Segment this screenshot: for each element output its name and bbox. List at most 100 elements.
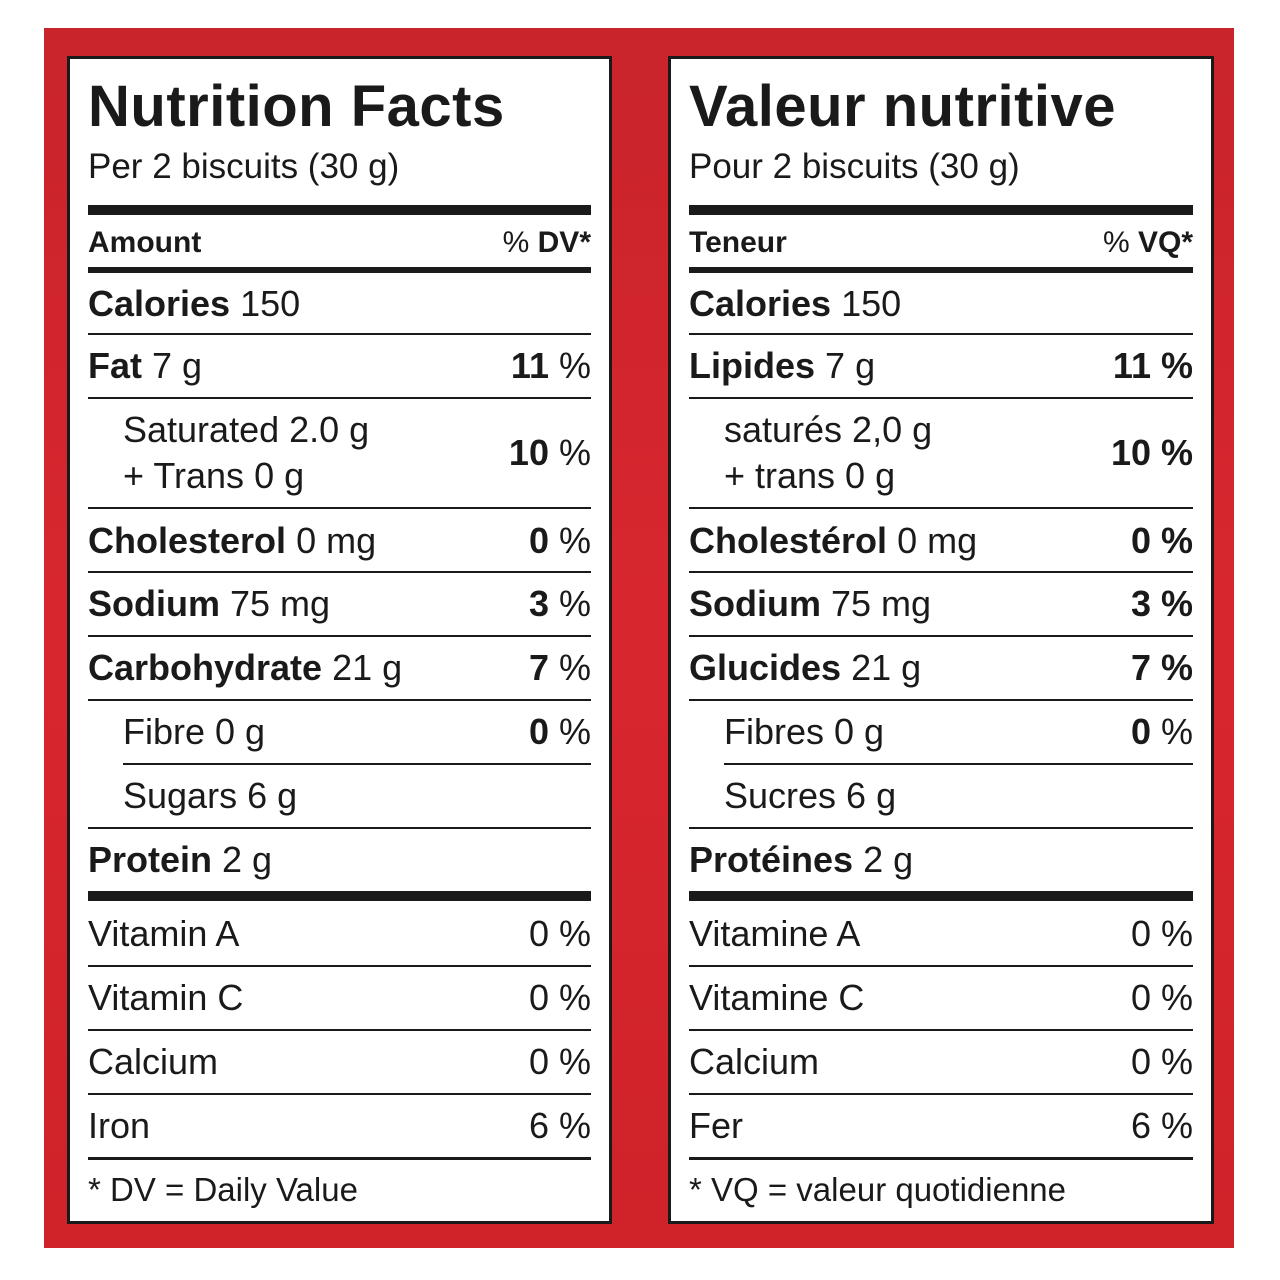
percent-value: 10 % bbox=[1111, 432, 1193, 474]
medium-divider bbox=[689, 267, 1193, 273]
panel-title: Nutrition Facts bbox=[88, 74, 505, 139]
percent-value: 6 % bbox=[1130, 1105, 1193, 1146]
trans-line: + Trans 0 g bbox=[123, 455, 305, 496]
percent-value: 7 % bbox=[529, 647, 591, 689]
protein-row: Protéines 2 g bbox=[689, 829, 1193, 891]
divider bbox=[88, 827, 591, 829]
sugars-row: Sucres 6 g bbox=[689, 765, 1193, 827]
nutrient-text: 75 mg bbox=[230, 583, 331, 624]
footnote: * VQ = valeur quotidienne bbox=[689, 1171, 1067, 1208]
sugars-row: Sugars 6 g bbox=[88, 765, 591, 827]
percent-value: 10 % bbox=[509, 432, 591, 474]
percent-value: 0 bbox=[528, 520, 549, 561]
percent-value: 0 % bbox=[528, 977, 591, 1018]
footnote: * DV = Daily Value bbox=[88, 1171, 358, 1208]
nutrient-text: 0 mg bbox=[897, 520, 978, 561]
percent-value: 0 % bbox=[528, 913, 591, 954]
nutrient-text: Fat 7 g bbox=[88, 345, 202, 387]
nutrient-text: Vitamine C bbox=[689, 977, 865, 1018]
nutrient-text: Sodium bbox=[88, 583, 220, 624]
cholesterol-row: Cholestérol 0 mg 0 % bbox=[689, 509, 1193, 573]
nutrient-text: Cholestérol bbox=[689, 520, 888, 561]
nutrient-text: Calories bbox=[689, 283, 832, 324]
fibre-row: Fibres 0 g 0 % bbox=[689, 701, 1193, 763]
nutrient-text: 0 mg bbox=[296, 520, 377, 561]
percent-value: 0 % bbox=[1130, 520, 1193, 561]
nutrient-text: 150 bbox=[841, 283, 902, 324]
saturated-line: Saturated 2.0 g bbox=[123, 409, 370, 450]
thick-divider bbox=[88, 891, 591, 901]
calories-row: Calories 150 bbox=[689, 275, 1193, 333]
header-row: Amount % DV* bbox=[88, 217, 591, 269]
cholesterol-row: Cholesterol 0 mg 0 % bbox=[88, 509, 591, 573]
nutrition-facts-panel-french: Valeur nutritive Pour 2 biscuits (30 g) … bbox=[668, 56, 1214, 1224]
nutrition-facts-panel-english: Nutrition Facts Per 2 biscuits (30 g) Am… bbox=[67, 56, 612, 1224]
percent-value: % bbox=[558, 583, 591, 624]
divider bbox=[88, 1029, 591, 1031]
nutrient-text: Calcium bbox=[689, 1041, 820, 1082]
percent-value: % bbox=[1160, 711, 1193, 752]
percent-value: 0 % bbox=[1130, 977, 1193, 1018]
nutrient-text: Carbohydrate 21 g bbox=[88, 647, 402, 689]
sodium-row: Sodium 75 mg 3 % bbox=[88, 573, 591, 635]
nutrient-text: Calories bbox=[88, 283, 231, 324]
saturated-trans-row: Saturated 2.0 g + Trans 0 g 10 % bbox=[88, 399, 591, 507]
nutrient-text: Vitamin C bbox=[88, 977, 244, 1018]
serving-size: Pour 2 biscuits (30 g) bbox=[689, 147, 1020, 186]
percent-value: VQ* bbox=[1137, 226, 1193, 259]
percent-value: DV* bbox=[537, 226, 591, 259]
percent-value: 7 bbox=[528, 647, 549, 688]
nutrient-text: Iron bbox=[88, 1105, 151, 1146]
divider bbox=[88, 397, 591, 399]
divider bbox=[689, 1093, 1193, 1095]
divider bbox=[689, 507, 1193, 509]
divider bbox=[88, 699, 591, 701]
iron-row: Fer 6 % bbox=[689, 1095, 1193, 1157]
nutrient-text: Sodium 75 mg bbox=[88, 583, 330, 625]
nutrient-text: Protéines 2 g bbox=[689, 839, 913, 881]
divider bbox=[689, 333, 1193, 335]
carbohydrate-row: Carbohydrate 21 g 7 % bbox=[88, 637, 591, 699]
thick-divider bbox=[88, 205, 591, 215]
divider bbox=[88, 965, 591, 967]
nutrient-text: Glucides bbox=[689, 647, 842, 688]
calcium-row: Calcium 0 % bbox=[689, 1031, 1193, 1093]
vitamin-a-row: Vitamine A 0 % bbox=[689, 903, 1193, 965]
percent-value: 7 % bbox=[1130, 647, 1193, 688]
vitamin-c-row: Vitamin C 0 % bbox=[88, 967, 591, 1029]
percent-value: 0 bbox=[1130, 711, 1151, 752]
nutrient-text: Protein 2 g bbox=[88, 839, 272, 881]
nutrient-text: 150 bbox=[240, 283, 301, 324]
nutrient-text: Fer bbox=[689, 1105, 743, 1146]
divider bbox=[689, 1157, 1193, 1160]
percent-value: % bbox=[502, 226, 530, 259]
percent-value: % bbox=[558, 647, 591, 688]
percent-value: 11 bbox=[510, 345, 549, 386]
divider bbox=[88, 635, 591, 637]
percent-value: 11 % bbox=[1112, 345, 1193, 386]
nutrient-text: 7 g bbox=[152, 345, 203, 386]
nutrient-text: Lipides 7 g bbox=[689, 345, 875, 387]
medium-divider bbox=[88, 267, 591, 273]
nutrient-text: Fibres 0 g bbox=[724, 711, 885, 752]
saturated-line: saturés 2,0 g bbox=[724, 409, 933, 450]
header-row: Teneur % VQ* bbox=[689, 217, 1193, 269]
percent-value: 6 % bbox=[528, 1105, 591, 1146]
protein-row: Protein 2 g bbox=[88, 829, 591, 891]
percent-value: 0 % bbox=[529, 711, 591, 753]
divider bbox=[88, 571, 591, 573]
divider bbox=[689, 965, 1193, 967]
amount-header: Amount bbox=[88, 226, 202, 259]
calcium-row: Calcium 0 % bbox=[88, 1031, 591, 1093]
percent-value: % bbox=[558, 432, 591, 473]
nutrient-text: Saturated 2.0 g + Trans 0 g bbox=[88, 407, 369, 499]
percent-value: 0 % bbox=[1130, 1041, 1193, 1082]
percent-value: 3 % bbox=[1131, 583, 1193, 625]
nutrient-text: Glucides 21 g bbox=[689, 647, 921, 689]
thick-divider bbox=[689, 891, 1193, 901]
divider bbox=[689, 1029, 1193, 1031]
vitamin-c-row: Vitamine C 0 % bbox=[689, 967, 1193, 1029]
nutrient-text: Calories 150 bbox=[689, 283, 901, 325]
divider bbox=[689, 397, 1193, 399]
percent-value: 3 bbox=[528, 583, 549, 624]
